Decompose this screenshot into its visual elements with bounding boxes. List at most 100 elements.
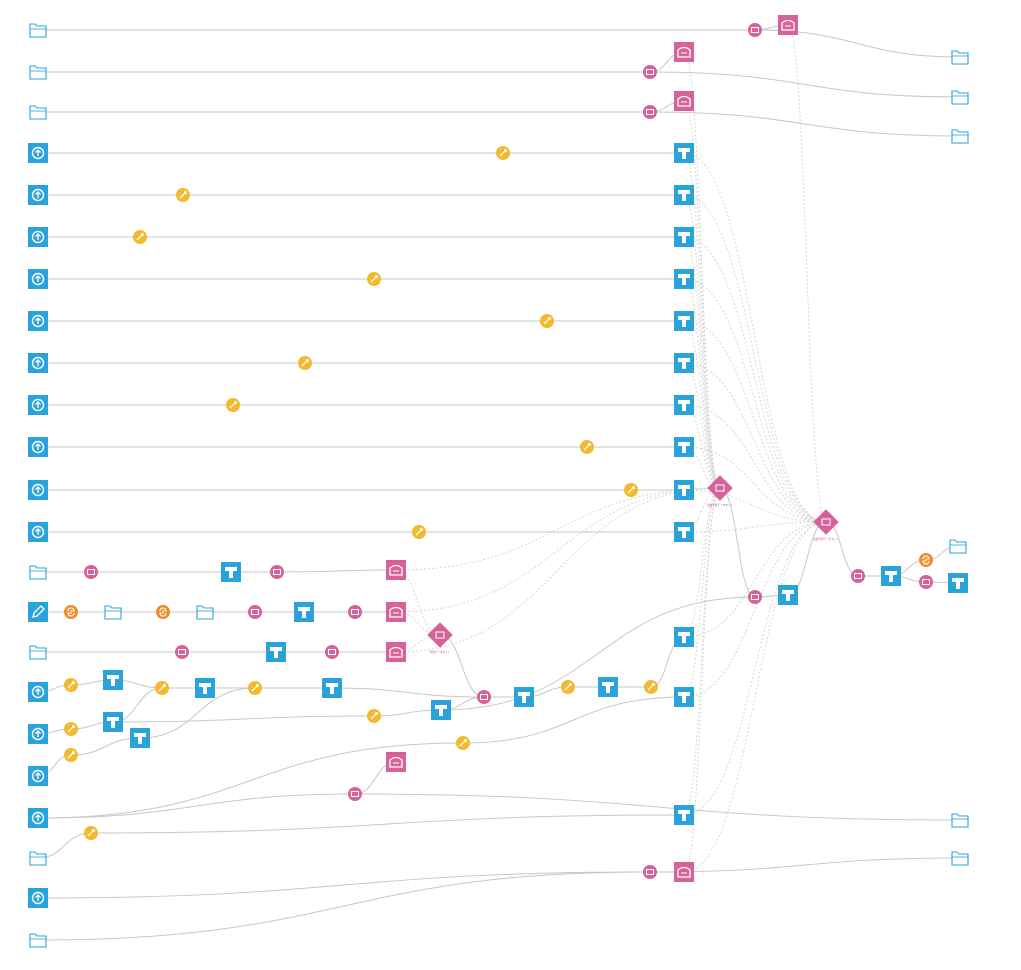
node-ds_1[interactable] <box>674 143 694 163</box>
node-ds_d[interactable] <box>29 565 47 580</box>
node-up_2[interactable] <box>28 185 48 205</box>
node-up_7[interactable] <box>28 395 48 415</box>
node-g_j1[interactable] <box>155 681 169 695</box>
node-j_o[interactable] <box>674 862 694 882</box>
node-up_10[interactable] <box>28 522 48 542</box>
node-g_j3[interactable] <box>561 680 575 694</box>
node-out_b[interactable] <box>951 90 969 105</box>
node-d_14_s[interactable] <box>84 565 98 579</box>
node-up_5[interactable] <box>28 311 48 331</box>
node-sync_c[interactable] <box>643 105 657 119</box>
node-prep_10[interactable] <box>412 525 426 539</box>
node-up_11[interactable] <box>28 682 48 702</box>
node-d_14_m[interactable] <box>221 562 241 582</box>
node-g_b1[interactable] <box>103 670 123 690</box>
node-prep_5[interactable] <box>540 314 554 328</box>
node-ds_3[interactable] <box>674 227 694 247</box>
node-d_14_p[interactable] <box>270 565 284 579</box>
node-ds_b[interactable] <box>29 65 47 80</box>
node-g_b6[interactable] <box>431 700 451 720</box>
node-ds_e[interactable] <box>29 645 47 660</box>
node-ds_c[interactable] <box>29 105 47 120</box>
node-ds_8[interactable] <box>674 437 694 457</box>
node-up_6[interactable] <box>28 353 48 373</box>
node-f_s1[interactable] <box>175 645 189 659</box>
node-e_o[interactable] <box>386 602 406 622</box>
node-zone_3[interactable]: 外部データセット <box>427 622 453 654</box>
node-sync_a[interactable] <box>748 23 762 37</box>
node-f_o[interactable] <box>386 642 406 662</box>
node-prep_2[interactable] <box>176 188 190 202</box>
node-ds_a[interactable] <box>29 23 47 38</box>
node-k_ai3[interactable] <box>919 575 933 589</box>
node-g_ai[interactable] <box>477 690 491 704</box>
node-ds_5[interactable] <box>674 311 694 331</box>
node-g_b2[interactable] <box>103 712 123 732</box>
node-prep_8[interactable] <box>580 440 594 454</box>
node-prep_4[interactable] <box>367 272 381 286</box>
node-ds_g[interactable] <box>29 933 47 948</box>
node-e_m[interactable] <box>294 602 314 622</box>
node-up_13[interactable] <box>28 766 48 786</box>
node-g_p1[interactable] <box>64 678 78 692</box>
node-j_s[interactable] <box>643 865 657 879</box>
node-out_c[interactable] <box>951 129 969 144</box>
node-k_b2[interactable] <box>881 566 901 586</box>
node-i_p[interactable] <box>84 826 98 840</box>
node-e_s2[interactable] <box>348 605 362 619</box>
node-prep_1[interactable] <box>496 146 510 160</box>
node-d_14_o[interactable] <box>386 560 406 580</box>
node-up_4[interactable] <box>28 269 48 289</box>
node-ds_4[interactable] <box>674 269 694 289</box>
node-ds_f[interactable] <box>29 851 47 866</box>
node-ds_6[interactable] <box>674 353 694 373</box>
node-h_out[interactable] <box>951 813 969 828</box>
node-i_b[interactable] <box>674 805 694 825</box>
node-g_b9[interactable] <box>674 627 694 647</box>
node-f_s2[interactable] <box>325 645 339 659</box>
node-ds_9[interactable] <box>674 480 694 500</box>
node-g_p5[interactable] <box>456 736 470 750</box>
node-g_b4[interactable] <box>195 678 215 698</box>
node-fold_1[interactable] <box>104 605 122 620</box>
node-up_12[interactable] <box>28 724 48 744</box>
node-k_py[interactable] <box>919 553 933 567</box>
node-up_15[interactable] <box>28 888 48 908</box>
node-up_14[interactable] <box>28 808 48 828</box>
node-up_8[interactable] <box>28 437 48 457</box>
node-g_p3[interactable] <box>64 748 78 762</box>
node-up_3[interactable] <box>28 227 48 247</box>
node-f_m[interactable] <box>266 642 286 662</box>
node-zone_2[interactable]: 追加学習データセット <box>813 509 839 541</box>
node-pm_c[interactable] <box>674 91 694 111</box>
node-e_s1[interactable] <box>248 605 262 619</box>
node-g_p4[interactable] <box>644 680 658 694</box>
node-k_ai[interactable] <box>748 590 762 604</box>
node-g_b10[interactable] <box>674 687 694 707</box>
node-g_p2[interactable] <box>64 722 78 736</box>
node-sync_b[interactable] <box>643 65 657 79</box>
node-h_o[interactable] <box>386 752 406 772</box>
node-ds_10[interactable] <box>674 522 694 542</box>
node-editable[interactable] <box>28 602 48 622</box>
node-up_1[interactable] <box>28 143 48 163</box>
node-prep_6[interactable] <box>298 356 312 370</box>
node-pm_a[interactable] <box>778 15 798 35</box>
node-py_2[interactable] <box>156 605 170 619</box>
node-prep_3[interactable] <box>133 230 147 244</box>
node-up_9[interactable] <box>28 480 48 500</box>
node-prep_7[interactable] <box>226 398 240 412</box>
node-k_ai2[interactable] <box>851 569 865 583</box>
node-g_b8[interactable] <box>598 677 618 697</box>
node-py_1[interactable] <box>64 605 78 619</box>
node-zone_1[interactable]: 追加学習データセット <box>707 475 733 507</box>
node-k_out[interactable] <box>949 539 967 554</box>
node-pm_b[interactable] <box>674 42 694 62</box>
node-g_j2[interactable] <box>248 681 262 695</box>
node-k_b3[interactable] <box>948 573 968 593</box>
node-g_b3[interactable] <box>130 728 150 748</box>
node-j_out[interactable] <box>951 851 969 866</box>
node-ds_2[interactable] <box>674 185 694 205</box>
node-prep_9[interactable] <box>624 483 638 497</box>
node-k_b[interactable] <box>778 585 798 605</box>
